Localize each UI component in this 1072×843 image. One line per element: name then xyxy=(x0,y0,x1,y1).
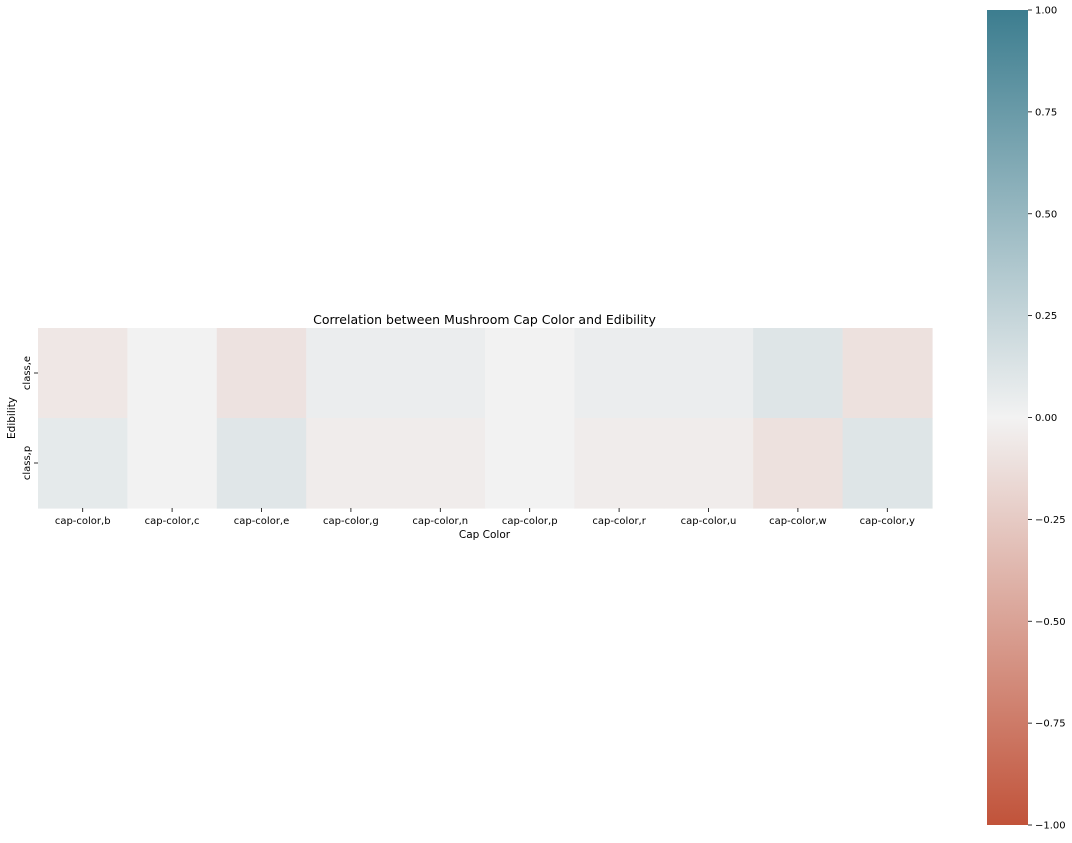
heatmap-cell xyxy=(395,328,486,419)
colorbar-tick-label: 1.00 xyxy=(1035,6,1057,17)
colorbar-ticks: 1.00 0.75 0.50 0.25 0.00 −0.25 −0.50 −0.75 −1.00 xyxy=(1028,6,1066,832)
colorbar xyxy=(987,10,1028,825)
colorbar-tick-label: −0.50 xyxy=(1035,617,1066,628)
x-tick-label: cap-color,u xyxy=(681,516,737,527)
heatmap-cell xyxy=(38,328,128,419)
heatmap-cell xyxy=(127,418,218,509)
colorbar-tick-label: 0.75 xyxy=(1035,107,1057,118)
colorbar-tick-label: −0.75 xyxy=(1035,719,1066,730)
x-tick-label: cap-color,c xyxy=(145,516,200,527)
x-tick-label: cap-color,e xyxy=(234,516,290,527)
y-tick-label: class,p xyxy=(22,446,33,480)
heatmap-cell xyxy=(574,328,665,419)
heatmap-cell xyxy=(216,328,307,419)
y-tick-label: class,e xyxy=(22,356,33,390)
x-tick-label: cap-color,g xyxy=(323,516,379,527)
colorbar-tick-label: 0.00 xyxy=(1035,413,1057,424)
heatmap-cell xyxy=(663,328,754,419)
x-tick-label: cap-color,p xyxy=(502,516,558,527)
heatmap-cell xyxy=(485,328,575,419)
y-axis-label: Edibility xyxy=(6,397,18,439)
heatmap-cells xyxy=(38,328,933,509)
heatmap-cell xyxy=(38,418,128,509)
colorbar-tick-label: −1.00 xyxy=(1035,821,1066,832)
x-axis-ticks: cap-color,b cap-color,c cap-color,e cap-col… xyxy=(55,508,915,527)
heatmap-cell xyxy=(485,418,575,509)
heatmap-cell xyxy=(574,418,665,509)
heatmap-cell xyxy=(753,418,844,509)
colorbar-tick-label: 0.25 xyxy=(1035,311,1057,322)
x-tick-label: cap-color,w xyxy=(769,516,827,527)
heatmap-cell xyxy=(395,418,486,509)
x-tick-label: cap-color,r xyxy=(592,516,646,527)
x-tick-label: cap-color,b xyxy=(55,516,111,527)
x-axis-label: Cap Color xyxy=(459,529,511,541)
heatmap-cell xyxy=(306,328,397,419)
heatmap-cell xyxy=(306,418,397,509)
x-tick-label: cap-color,n xyxy=(412,516,468,527)
x-tick-label: cap-color,y xyxy=(860,516,915,527)
heatmap-cell xyxy=(216,418,307,509)
heatmap-cell xyxy=(842,328,933,419)
colorbar-tick-label: −0.25 xyxy=(1035,515,1066,526)
heatmap-cell xyxy=(842,418,933,509)
heatmap-cell xyxy=(753,328,844,419)
colorbar-tick-label: 0.50 xyxy=(1035,209,1057,220)
chart-title: Correlation between Mushroom Cap Color a… xyxy=(313,312,656,327)
y-axis-ticks: class,e class,p xyxy=(22,356,38,480)
heatmap-cell xyxy=(663,418,754,509)
heatmap-cell xyxy=(127,328,218,419)
